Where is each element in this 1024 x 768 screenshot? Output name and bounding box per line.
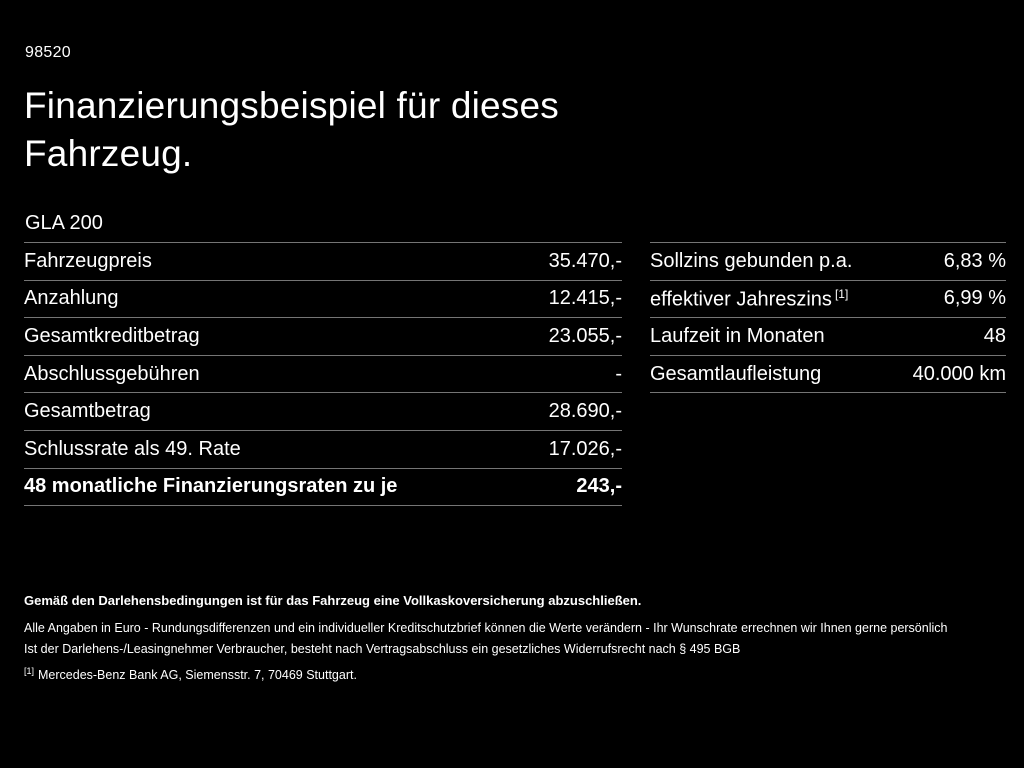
footnote-marker: [1] xyxy=(24,666,35,676)
row-value: 48 xyxy=(983,324,1006,347)
row-value: 40.000 km xyxy=(912,362,1006,385)
table-row: Anzahlung 12.415,- xyxy=(24,279,622,318)
row-value: - xyxy=(615,362,622,385)
table-row: Schlussrate als 49. Rate 17.026,- xyxy=(24,429,622,468)
row-label: Laufzeit in Monaten xyxy=(650,324,825,347)
financing-table-left: Fahrzeugpreis 35.470,- Anzahlung 12.415,… xyxy=(24,242,622,507)
vehicle-model: GLA 200 xyxy=(25,212,103,234)
financing-table-right: Sollzins gebunden p.a. 6,83 % effektiver… xyxy=(650,242,1006,394)
footer-disclaimer-1: Alle Angaben in Euro - Rundungsdifferenz… xyxy=(24,621,948,635)
table-row: Fahrzeugpreis 35.470,- xyxy=(24,242,622,280)
page-title: Finanzierungsbeispiel für dieses Fahrzeu… xyxy=(24,82,559,178)
row-value: 35.470,- xyxy=(548,249,622,272)
table-row: Laufzeit in Monaten 48 xyxy=(650,317,1006,355)
row-value: 23.055,- xyxy=(548,324,622,347)
row-label: Gesamtlaufleistung xyxy=(650,362,822,385)
footnote-reference: [1] xyxy=(834,286,849,301)
row-label: Fahrzeugpreis xyxy=(24,249,152,272)
row-label: Sollzins gebunden p.a. xyxy=(650,249,853,272)
table-row-total: 48 monatliche Finanzierungsraten zu je 2… xyxy=(24,467,622,506)
row-value: 6,99 % xyxy=(943,287,1006,310)
row-value: 17.026,- xyxy=(548,437,622,460)
row-label: Gesamtbetrag xyxy=(24,400,151,423)
row-label: effektiver Jahreszins [1] xyxy=(650,287,848,312)
footer-insurance-note: Gemäß den Darlehensbedingungen ist für d… xyxy=(24,593,642,608)
row-label: Gesamtkreditbetrag xyxy=(24,324,200,347)
table-row: Sollzins gebunden p.a. 6,83 % xyxy=(650,242,1006,280)
table-row: Abschlussgebühren - xyxy=(24,354,622,393)
row-label-text: effektiver Jahreszins xyxy=(650,288,832,311)
row-label: Schlussrate als 49. Rate xyxy=(24,437,241,460)
row-value: 243,- xyxy=(576,475,622,498)
footer-disclaimer-2: Ist der Darlehens-/Leasingnehmer Verbrau… xyxy=(24,642,741,656)
table-row: Gesamtkreditbetrag 23.055,- xyxy=(24,317,622,355)
page-title-line-1: Finanzierungsbeispiel für dieses xyxy=(24,85,559,126)
table-row: effektiver Jahreszins [1] 6,99 % xyxy=(650,279,1006,318)
footnote: [1] Mercedes-Benz Bank AG, Siemensstr. 7,… xyxy=(24,666,357,682)
row-label: 48 monatliche Finanzierungsraten zu je xyxy=(24,475,398,498)
row-label: Anzahlung xyxy=(24,287,119,310)
table-row: Gesamtlaufleistung 40.000 km xyxy=(650,354,1006,393)
document-id: 98520 xyxy=(25,44,71,61)
row-value: 12.415,- xyxy=(548,287,622,310)
row-label: Abschlussgebühren xyxy=(24,362,200,385)
footnote-text: Mercedes-Benz Bank AG, Siemensstr. 7, 70… xyxy=(38,668,357,683)
row-value: 6,83 % xyxy=(943,249,1006,272)
table-row: Gesamtbetrag 28.690,- xyxy=(24,392,622,430)
row-value: 28.690,- xyxy=(548,400,622,423)
page-title-line-2: Fahrzeug. xyxy=(24,133,193,174)
